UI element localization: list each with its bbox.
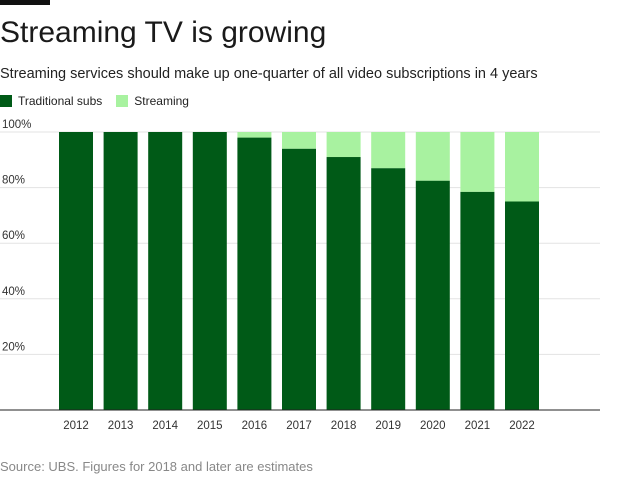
- bar-streaming: [415, 132, 450, 181]
- y-tick-label: 20%: [2, 341, 25, 353]
- x-tick-label: 2016: [242, 420, 268, 432]
- y-tick-label: 80%: [2, 175, 25, 187]
- top-accent-bar: [0, 0, 50, 5]
- bar-streaming: [505, 132, 539, 202]
- bar-traditional: [103, 132, 138, 410]
- bar-traditional: [237, 137, 272, 410]
- x-tick-label: 2019: [375, 420, 401, 432]
- x-tick-label: 2022: [509, 420, 535, 432]
- legend-label-traditional: Traditional subs: [18, 94, 103, 108]
- stacked-bar-chart: 20% 40% 60% 80% 100% 2012 2013 2014 2015 2016 2017…: [0, 119, 600, 432]
- bar-traditional: [371, 168, 406, 410]
- x-tick-label: 2020: [420, 420, 446, 432]
- x-tick-label: 2012: [63, 420, 89, 432]
- x-tick-label: 2021: [465, 420, 491, 432]
- bar-streaming: [371, 132, 406, 169]
- y-tick-label: 100%: [2, 119, 31, 131]
- x-tick-label: 2017: [286, 420, 312, 432]
- legend-item-traditional: Traditional subs: [0, 94, 102, 108]
- source-note: Source: UBS. Figures for 2018 and later …: [0, 459, 313, 474]
- bar-traditional: [282, 148, 316, 410]
- y-tick-label: 40%: [2, 286, 25, 298]
- legend-swatch-traditional: [0, 95, 12, 107]
- bar-traditional: [192, 132, 227, 410]
- bar-traditional: [326, 157, 361, 410]
- legend-item-streaming: Streaming: [116, 94, 189, 108]
- legend-swatch-streaming: [116, 95, 129, 107]
- x-tick-label: 2013: [108, 420, 134, 432]
- y-tick-label: 60%: [2, 230, 25, 242]
- x-tick-label: 2014: [152, 420, 178, 432]
- bar-streaming: [460, 132, 495, 192]
- legend-label-streaming: Streaming: [134, 94, 189, 108]
- bar-traditional: [59, 132, 93, 410]
- x-tick-label: 2018: [331, 420, 357, 432]
- bar-traditional: [148, 132, 183, 410]
- chart-subtitle: Streaming services should make up one-qu…: [0, 66, 538, 82]
- chart-title: Streaming TV is growing: [0, 16, 327, 49]
- bar-streaming: [326, 132, 361, 158]
- legend: Traditional subs Streaming: [0, 94, 203, 108]
- bar-streaming: [282, 132, 316, 149]
- bar-traditional: [460, 191, 495, 410]
- bar-traditional: [415, 180, 450, 410]
- bar-streaming: [237, 132, 272, 138]
- x-tick-label: 2015: [197, 420, 223, 432]
- bar-traditional: [505, 201, 539, 410]
